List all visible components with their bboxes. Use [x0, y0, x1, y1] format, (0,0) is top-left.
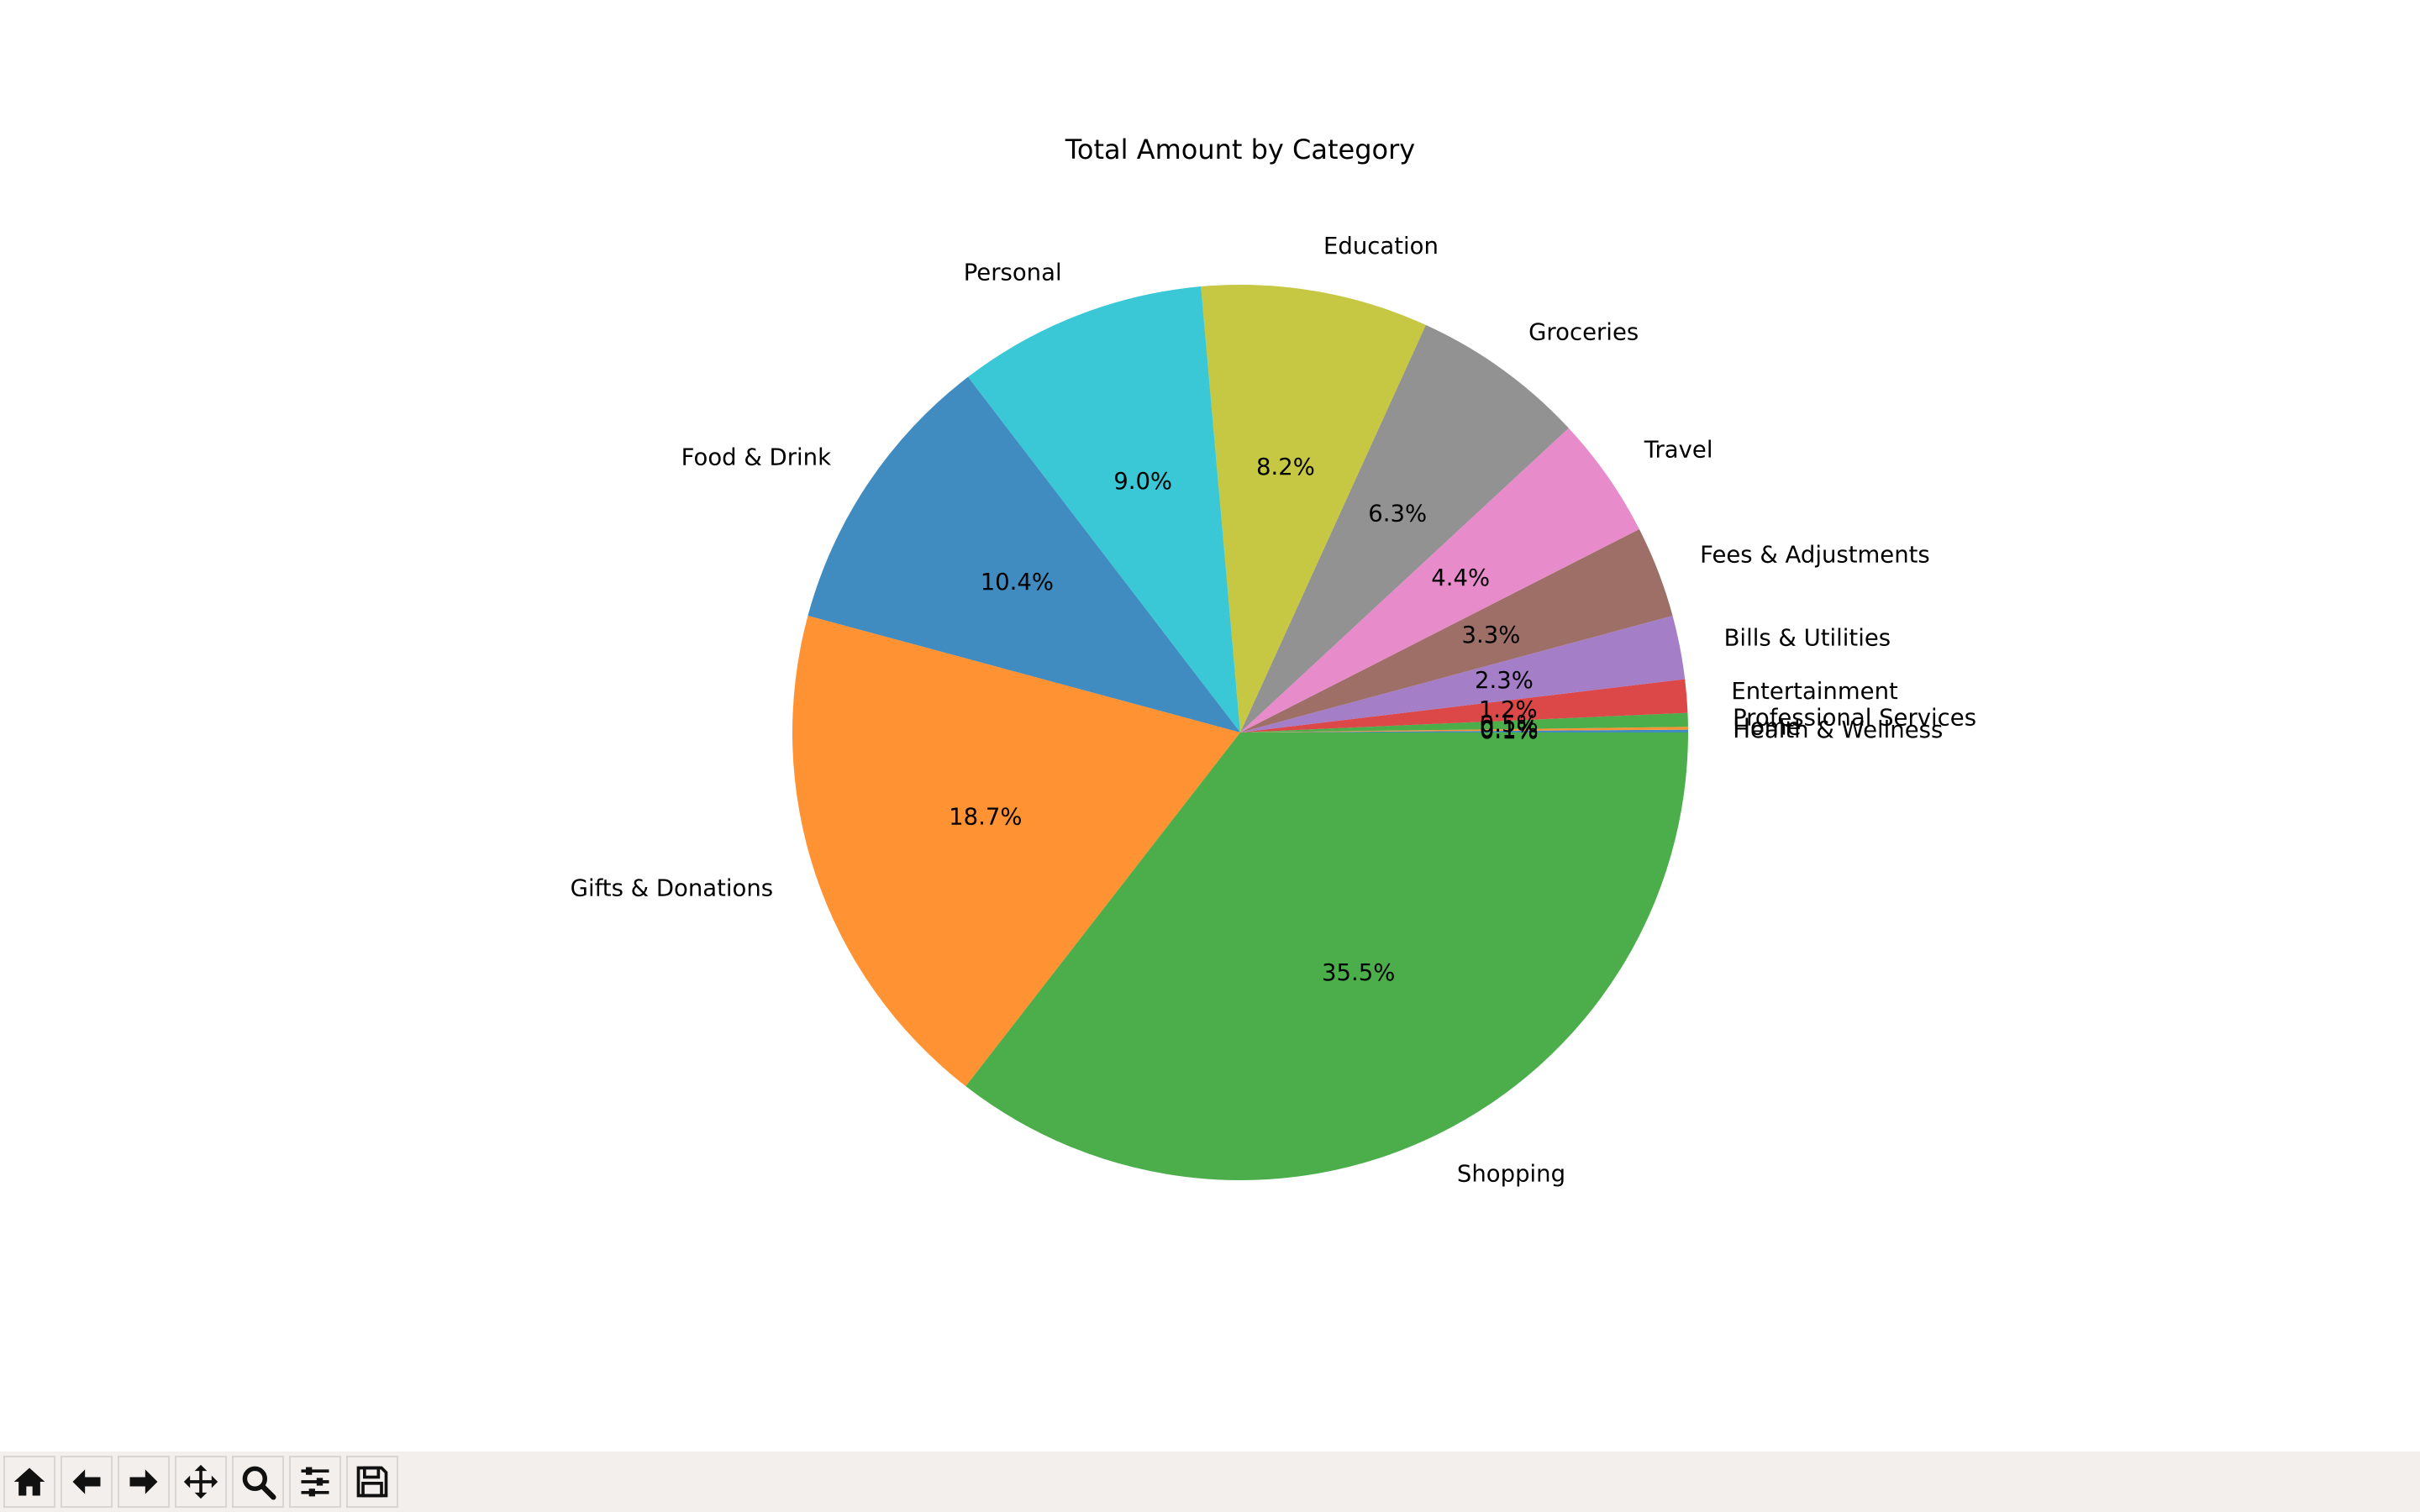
pct-label-groceries: 6.3% [1368, 501, 1427, 528]
pie-slice-education [1201, 284, 1426, 732]
pct-label-food-and-drink: 10.4% [981, 569, 1054, 596]
arrow-left-icon [72, 1469, 101, 1494]
pie-slice-shopping [965, 732, 1688, 1180]
slice-label-groceries: Groceries [1528, 319, 1639, 346]
slice-label-professional-services: Professional Services [1733, 704, 1976, 731]
pct-label-entertainment: 1.2% [1479, 696, 1538, 723]
home-icon [13, 1467, 45, 1496]
pie-slice-bills-and-utilities [1240, 615, 1686, 732]
magnifier-icon [242, 1466, 276, 1500]
slice-label-health-and-wellness: Health & Wellness [1733, 717, 1943, 743]
sliders-icon [301, 1467, 329, 1497]
slice-label-gifts-and-donations: Gifts & Donations [571, 874, 773, 901]
slice-label-travel: Travel [1644, 436, 1713, 463]
home-button[interactable] [3, 1456, 55, 1508]
arrow-right-icon [129, 1469, 158, 1494]
figure: Total Amount by Category Health & Wellne… [570, 134, 1977, 1188]
pct-label-travel: 4.4% [1431, 564, 1490, 591]
configure-subplots-button[interactable] [289, 1456, 341, 1508]
forward-button[interactable] [118, 1456, 170, 1508]
pie-slice-personal [967, 286, 1240, 732]
save-button[interactable] [346, 1456, 398, 1508]
pct-label-bills-and-utilities: 2.3% [1475, 667, 1534, 694]
slice-label-personal: Personal [964, 260, 1062, 286]
pct-label-gifts-and-donations: 18.7% [949, 804, 1022, 831]
slice-label-education: Education [1323, 233, 1439, 260]
navigation-toolbar [0, 1452, 2420, 1512]
pie-slice-gifts-and-donations [792, 615, 1240, 1087]
pie-slices [792, 284, 1688, 1180]
pct-label-health-and-wellness: 0.1% [1480, 717, 1539, 744]
pie-slice-entertainment [1240, 679, 1688, 732]
pie-slice-food-and-drink [808, 376, 1240, 732]
pie-slice-groceries [1240, 324, 1569, 732]
pie-slice-professional-services [1240, 712, 1688, 732]
zoom-button[interactable] [232, 1456, 284, 1508]
pct-label-fees-and-adjustments: 3.3% [1462, 622, 1521, 648]
pct-label-professional-services: 0.5% [1480, 711, 1539, 738]
pct-label-personal: 9.0% [1113, 468, 1172, 495]
pie-chart: Total Amount by Category Health & Wellne… [571, 134, 1976, 1188]
chart-title: Total Amount by Category [1065, 134, 1415, 165]
back-button[interactable] [60, 1456, 113, 1508]
pie-slice-home [1240, 727, 1688, 732]
pie-slice-health-and-wellness [1240, 729, 1688, 732]
pct-label-education: 8.2% [1256, 454, 1315, 480]
slice-label-fees-and-adjustments: Fees & Adjustments [1700, 541, 1930, 568]
pan-button[interactable] [175, 1456, 227, 1508]
pie-slice-travel [1240, 428, 1639, 732]
pct-label-home: 0.1% [1480, 716, 1539, 743]
slice-label-entertainment: Entertainment [1731, 678, 1898, 705]
pct-label-shopping: 35.5% [1322, 959, 1395, 986]
floppy-disk-icon [356, 1466, 388, 1498]
slice-label-food-and-drink: Food & Drink [681, 444, 831, 471]
slice-label-shopping: Shopping [1457, 1161, 1565, 1188]
pie-slice-fees-and-adjustments [1240, 529, 1673, 732]
move-icon [183, 1464, 218, 1499]
slice-label-home: Home [1733, 713, 1801, 740]
slice-label-bills-and-utilities: Bills & Utilities [1724, 624, 1891, 651]
